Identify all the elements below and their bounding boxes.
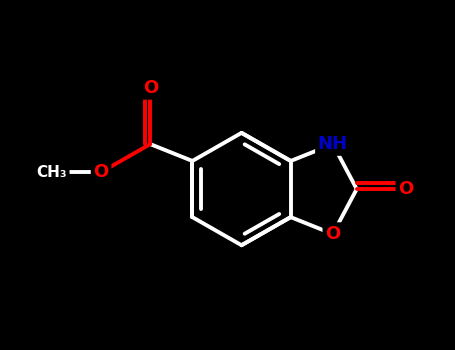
Text: CH₃: CH₃ bbox=[36, 165, 67, 180]
Text: NH: NH bbox=[318, 135, 348, 153]
Text: O: O bbox=[325, 225, 340, 243]
Text: O: O bbox=[93, 163, 109, 181]
Text: O: O bbox=[398, 180, 414, 198]
Text: O: O bbox=[142, 79, 158, 97]
